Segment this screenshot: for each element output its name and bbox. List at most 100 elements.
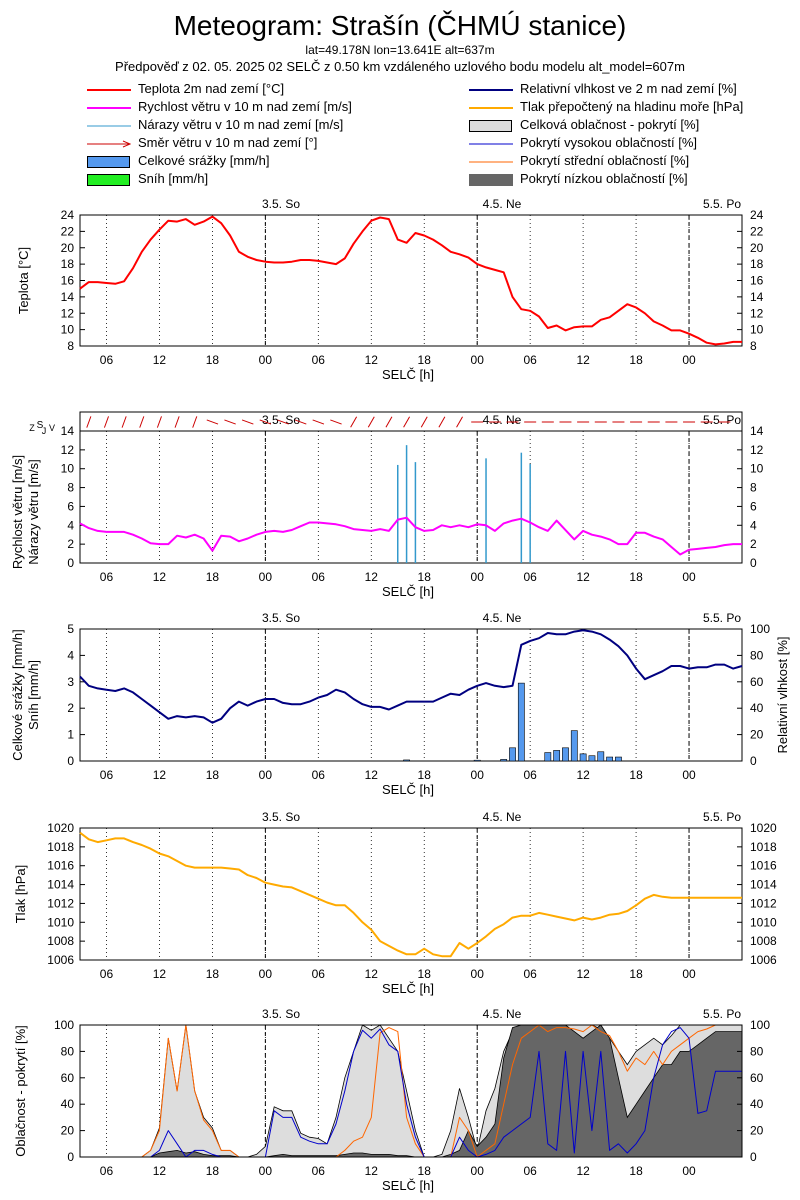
y-tick-label-right: 14 — [750, 424, 764, 438]
x-tick-label: 12 — [576, 570, 590, 584]
y-tick-label: 8 — [67, 481, 74, 495]
x-tick-label: 06 — [100, 768, 114, 782]
y-tick-label: 16 — [61, 274, 75, 288]
y-tick-label: 1006 — [47, 953, 74, 967]
y-tick-label: 0 — [67, 1150, 74, 1164]
y-tick-label: 4 — [67, 518, 74, 532]
wind-direction-arrow — [312, 419, 325, 425]
x-tick-label: 18 — [418, 353, 432, 367]
wind-direction-arrow — [456, 416, 463, 428]
x-tick-label: 18 — [629, 570, 643, 584]
high-cloud-line — [80, 1027, 742, 1158]
x-tick-label: 06 — [312, 353, 326, 367]
direction-label-west: Z — [29, 423, 35, 433]
x-axis-label: SELČ [h] — [382, 782, 434, 797]
y-tick-label-right: 0 — [750, 556, 757, 570]
x-tick-label: 12 — [365, 570, 379, 584]
wind-direction-arrow — [192, 416, 198, 428]
wind-direction-arrow — [277, 419, 289, 425]
precipitation-bar — [500, 759, 508, 762]
precipitation-bar — [606, 756, 613, 762]
y-tick-label: 100 — [54, 1018, 74, 1032]
day-label: 4.5. Ne — [483, 810, 522, 824]
arrow-icon — [87, 138, 131, 150]
day-label: 3.5. So — [262, 413, 300, 427]
x-tick-label: 00 — [259, 1164, 273, 1178]
y-tick-label-right: 10 — [750, 462, 764, 476]
pressure-line — [79, 831, 742, 958]
wind-direction-arrow — [121, 416, 127, 428]
x-tick-label: 00 — [471, 1164, 485, 1178]
wind-direction-arrow — [385, 416, 393, 428]
direction-label-north: S — [37, 420, 44, 431]
day-label: 3.5. So — [262, 611, 300, 625]
y-tick-label-right: 0 — [750, 754, 757, 768]
legend-box-icon — [87, 156, 131, 168]
legend-line-icon — [469, 102, 513, 114]
x-tick-label: 06 — [523, 967, 537, 981]
wind-direction-arrow — [420, 416, 428, 428]
wind-direction-arrow — [294, 419, 307, 425]
day-label: 4.5. Ne — [483, 611, 522, 625]
y-tick-label: 1014 — [47, 878, 74, 892]
wind-direction-arrow — [367, 416, 375, 428]
y-tick-label: 4 — [67, 648, 74, 662]
page-title: Meteogram: Strašín (ČHMÚ stanice) — [173, 10, 627, 41]
x-tick-label: 00 — [259, 353, 273, 367]
y-tick-label-right: 40 — [750, 701, 764, 715]
plot-frame — [79, 214, 743, 347]
day-label: 4.5. Ne — [483, 1007, 522, 1021]
direction-strip — [79, 411, 743, 432]
wind-direction-arrow — [259, 419, 272, 425]
plot-frame — [79, 827, 743, 961]
y-tick-label: 5 — [67, 622, 74, 636]
x-tick-label: 00 — [682, 570, 696, 584]
x-tick-label: 06 — [100, 967, 114, 981]
y-tick-label: 60 — [61, 1071, 75, 1085]
y-axis-label: Oblačnost - pokrytí [%] — [13, 1025, 28, 1157]
y-tick-label: 12 — [61, 443, 75, 457]
wind-direction-arrow — [156, 416, 162, 428]
legend-box-icon — [87, 174, 131, 186]
precipitation-bar — [615, 756, 622, 762]
y-tick-label-right: 1016 — [750, 859, 777, 873]
x-tick-label: 12 — [153, 570, 167, 584]
y-tick-label: 1020 — [47, 821, 74, 835]
day-label: 3.5. So — [262, 1007, 300, 1021]
x-tick-label: 00 — [682, 353, 696, 367]
x-tick-label: 06 — [312, 768, 326, 782]
wind-direction-arrow — [174, 416, 180, 428]
day-label: 3.5. So — [262, 810, 300, 824]
legend-box-icon — [469, 174, 513, 186]
x-tick-label: 18 — [418, 967, 432, 981]
legend: Teplota 2m nad zemí [°C] Rychlost větru … — [0, 0, 800, 190]
y-tick-label-right: 14 — [750, 290, 764, 304]
x-tick-label: 18 — [418, 570, 432, 584]
day-label: 5.5. Po — [703, 197, 741, 211]
day-label: 3.5. So — [262, 197, 300, 211]
y-tick-label-right: 18 — [750, 257, 764, 271]
y-tick-label-right: 24 — [750, 208, 764, 222]
legend-line-icon — [87, 120, 131, 132]
day-label: 5.5. Po — [703, 810, 741, 824]
plot-frame — [79, 1024, 743, 1158]
y-tick-label-right: 4 — [750, 518, 757, 532]
y-axis-label: Celkové srážky [mm/h] — [10, 629, 25, 760]
precipitation-bar — [579, 753, 587, 762]
y-tick-label-right: 20 — [750, 1124, 764, 1138]
x-tick-label: 18 — [418, 1164, 432, 1178]
x-tick-label: 12 — [576, 353, 590, 367]
y-tick-label: 80 — [61, 1044, 75, 1058]
precipitation-bar — [570, 730, 578, 762]
y-tick-label: 12 — [61, 306, 75, 320]
y-tick-label: 20 — [61, 1124, 75, 1138]
y-tick-label-right: 2 — [750, 537, 757, 551]
x-tick-label: 00 — [682, 1164, 696, 1178]
y-tick-label: 1 — [67, 728, 74, 742]
y-tick-label: 6 — [67, 499, 74, 513]
precipitation-bar — [588, 755, 596, 762]
y-tick-label-right: 80 — [750, 1044, 764, 1058]
y-tick-label: 1018 — [47, 840, 74, 854]
y-tick-label-right: 8 — [750, 481, 757, 495]
y-tick-label-right: 100 — [750, 622, 770, 636]
